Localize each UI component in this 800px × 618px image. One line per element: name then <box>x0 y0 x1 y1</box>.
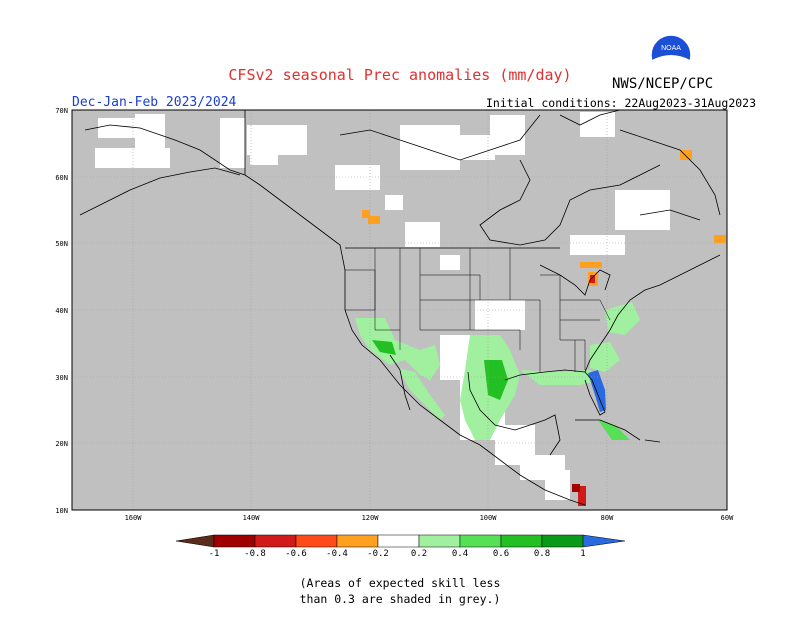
legend-label: -0.4 <box>326 549 348 559</box>
lat-label: 60N <box>55 174 68 182</box>
dry-anomaly-regions <box>362 150 726 506</box>
lon-label: 100W <box>480 514 498 522</box>
graticule <box>72 110 727 510</box>
legend-label: 0.4 <box>452 549 468 559</box>
legend-label: 0.2 <box>411 549 427 559</box>
legend-label: 0.8 <box>534 549 550 559</box>
skill-note-line2: than 0.3 are shaded in grey.) <box>299 592 501 606</box>
lon-label: 80W <box>601 514 614 522</box>
legend-labels: -1 -0.8 -0.6 -0.4 -0.2 0.2 0.4 0.6 0.8 1 <box>209 549 586 559</box>
legend-swatch <box>254 534 297 548</box>
lat-labels: 70N 60N 50N 40N 30N 20N 10N <box>55 107 68 515</box>
lat-label: 10N <box>55 507 68 515</box>
legend-swatch <box>582 534 626 548</box>
map-frame <box>71 109 728 511</box>
legend-swatch <box>459 534 502 548</box>
legend-swatch <box>500 534 543 548</box>
wet-anomaly-regions <box>355 302 640 440</box>
lat-label: 40N <box>55 307 68 315</box>
legend-label: -1 <box>209 549 220 559</box>
legend-label: 0.6 <box>493 549 509 559</box>
state-borders <box>345 248 611 372</box>
legend-swatch <box>295 534 338 548</box>
forecast-period: Dec-Jan-Feb 2023/2024 <box>72 95 237 110</box>
lat-label: 20N <box>55 440 68 448</box>
chart-title: CFSv2 seasonal Prec anomalies (mm/day) <box>228 66 572 84</box>
skill-note-line1: (Areas of expected skill less <box>299 576 501 590</box>
legend-label: -0.2 <box>367 549 389 559</box>
legend-swatch <box>418 534 461 548</box>
legend-swatch <box>377 534 420 548</box>
legend-swatch <box>213 534 256 548</box>
legend-swatch <box>541 534 584 548</box>
agency-label: NWS/NCEP/CPC <box>612 76 714 92</box>
noaa-logo-text: NOAA <box>661 45 681 52</box>
legend-label: 1 <box>580 549 585 559</box>
lat-label: 50N <box>55 240 68 248</box>
noaa-logo: NOAA <box>650 34 692 76</box>
lat-label: 70N <box>55 107 68 115</box>
lon-labels: 160W 140W 120W 100W 80W 60W <box>125 514 735 522</box>
lon-label: 160W <box>125 514 143 522</box>
initial-conditions: Initial conditions: 22Aug2023-31Aug2023 <box>486 96 757 110</box>
legend-swatch <box>175 534 215 548</box>
color-legend <box>175 534 626 548</box>
lon-label: 140W <box>243 514 261 522</box>
lat-label: 30N <box>55 374 68 382</box>
legend-swatch <box>336 534 379 548</box>
lon-label: 60W <box>721 514 734 522</box>
legend-label: -0.8 <box>244 549 266 559</box>
lon-label: 120W <box>362 514 380 522</box>
legend-label: -0.6 <box>285 549 307 559</box>
